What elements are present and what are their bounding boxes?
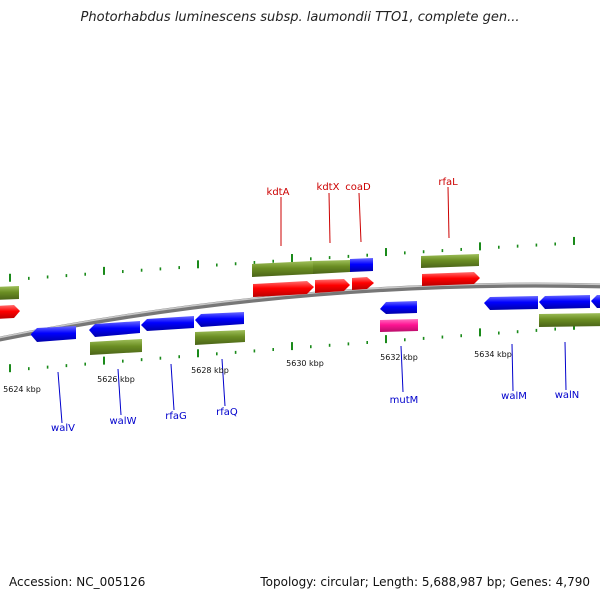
gene-arrow[interactable] bbox=[539, 313, 600, 327]
gene-arrow[interactable] bbox=[422, 272, 480, 286]
gene-arrow[interactable] bbox=[0, 286, 19, 300]
gene-arrow[interactable] bbox=[380, 301, 417, 314]
gene-arrow[interactable] bbox=[313, 260, 350, 274]
scale-label: 5634 kbp bbox=[474, 350, 512, 359]
gene-arrow[interactable] bbox=[252, 261, 313, 277]
genome-summary: Topology: circular; Length: 5,688,987 bp… bbox=[260, 575, 590, 589]
gene-arrow[interactable] bbox=[484, 296, 538, 310]
gene-label[interactable]: walM bbox=[501, 391, 527, 402]
gene-label[interactable]: kdtX bbox=[317, 182, 340, 193]
gene-label[interactable]: walV bbox=[51, 423, 75, 434]
genome-title: Photorhabdus luminescens subsp. laumondi… bbox=[80, 10, 520, 25]
gene-label[interactable]: walW bbox=[110, 416, 137, 427]
gene-label[interactable]: kdtA bbox=[267, 187, 290, 198]
gene-arrow[interactable] bbox=[141, 316, 194, 331]
bottom-strand-features bbox=[31, 295, 600, 355]
gene-arrow[interactable] bbox=[350, 258, 373, 272]
gene-arrow[interactable] bbox=[31, 326, 76, 342]
gene-arrow[interactable] bbox=[195, 312, 244, 327]
gene-labels-top: kdtA kdtX coaD rfaL bbox=[267, 177, 459, 198]
gene-arrow[interactable] bbox=[539, 295, 590, 309]
gene-label[interactable]: walN bbox=[555, 390, 580, 401]
gene-label[interactable]: rfaG bbox=[165, 411, 187, 422]
scale-label: 5632 kbp bbox=[380, 353, 418, 362]
gene-arrow[interactable] bbox=[195, 330, 245, 345]
gene-arrow[interactable] bbox=[421, 254, 479, 268]
scale-label: 5626 kbp bbox=[97, 375, 135, 384]
gene-label[interactable]: rfaL bbox=[438, 177, 458, 188]
gene-label[interactable]: rfaQ bbox=[216, 407, 238, 418]
gene-arrow[interactable] bbox=[253, 281, 314, 297]
scale-label: 5628 kbp bbox=[191, 366, 229, 375]
accession-label: Accession: NC_005126 bbox=[9, 575, 146, 589]
scale-labels: 5624 kbp 5626 kbp 5628 kbp 5630 kbp 5632… bbox=[3, 350, 512, 394]
gene-arrow[interactable] bbox=[90, 339, 142, 355]
gene-label[interactable]: mutM bbox=[390, 395, 419, 406]
gene-arrow[interactable] bbox=[0, 305, 20, 319]
gene-arrow[interactable] bbox=[352, 277, 374, 290]
top-strand-features bbox=[0, 254, 480, 319]
gene-label[interactable]: coaD bbox=[345, 182, 371, 193]
gene-labels-bottom: walV walW rfaG rfaQ mutM walM walN bbox=[51, 390, 579, 434]
gene-arrow[interactable] bbox=[591, 295, 600, 308]
leader-lines bbox=[57, 186, 567, 424]
gene-arrow[interactable] bbox=[380, 319, 418, 332]
gene-arrow[interactable] bbox=[315, 279, 350, 293]
scale-label: 5630 kbp bbox=[286, 359, 324, 368]
scale-label: 5624 kbp bbox=[3, 385, 41, 394]
gene-arrow[interactable] bbox=[89, 321, 140, 337]
genome-backbone bbox=[0, 282, 600, 342]
outer-tick-row bbox=[9, 236, 575, 282]
